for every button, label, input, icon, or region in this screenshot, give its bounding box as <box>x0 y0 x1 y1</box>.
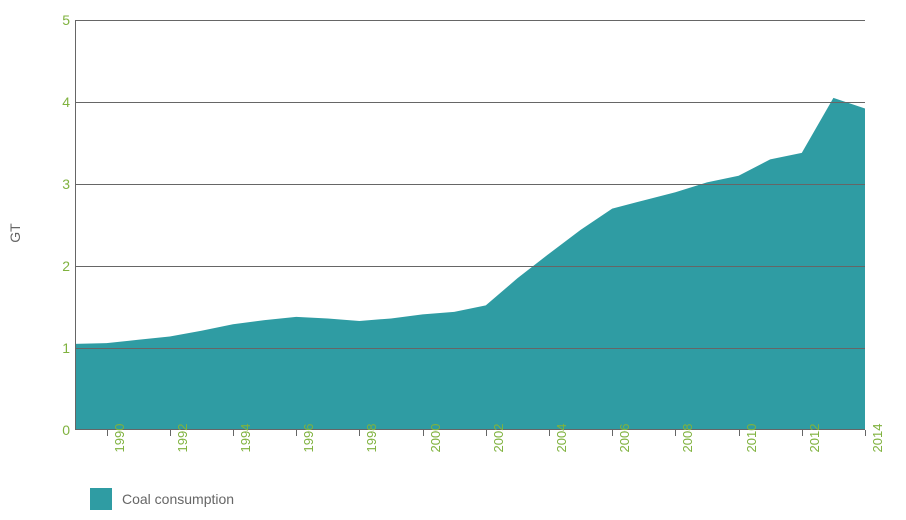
grid-line <box>75 266 865 267</box>
x-tick-mark <box>675 430 676 436</box>
x-tick-mark <box>233 430 234 436</box>
legend-swatch <box>90 488 112 510</box>
grid-line <box>75 184 865 185</box>
area-svg <box>75 20 865 430</box>
x-tick-mark <box>802 430 803 436</box>
y-tick: 3 <box>50 176 70 192</box>
x-tick-mark <box>423 430 424 436</box>
x-tick: 1994 <box>238 424 253 453</box>
x-tick: 2010 <box>744 424 759 453</box>
x-tick: 2000 <box>428 424 443 453</box>
x-tick-mark <box>170 430 171 436</box>
y-tick: 0 <box>50 422 70 438</box>
x-tick-mark <box>612 430 613 436</box>
x-tick: 2008 <box>680 424 695 453</box>
y-tick: 2 <box>50 258 70 274</box>
x-tick-mark <box>865 430 866 436</box>
x-tick-mark <box>549 430 550 436</box>
y-tick: 1 <box>50 340 70 356</box>
x-tick: 1992 <box>175 424 190 453</box>
x-tick: 2014 <box>870 424 885 453</box>
x-tick-mark <box>359 430 360 436</box>
y-tick: 5 <box>50 12 70 28</box>
legend: Coal consumption <box>90 488 234 510</box>
x-tick: 1996 <box>301 424 316 453</box>
x-tick-mark <box>486 430 487 436</box>
y-axis-label: GT <box>7 223 23 242</box>
x-tick: 2004 <box>554 424 569 453</box>
legend-label: Coal consumption <box>122 491 234 507</box>
x-tick: 1998 <box>364 424 379 453</box>
grid-line <box>75 102 865 103</box>
grid-line <box>75 348 865 349</box>
x-tick: 2002 <box>491 424 506 453</box>
x-tick: 2006 <box>617 424 632 453</box>
x-tick-mark <box>739 430 740 436</box>
grid-line <box>75 20 865 21</box>
plot-area <box>75 20 865 430</box>
x-tick-mark <box>296 430 297 436</box>
y-tick: 4 <box>50 94 70 110</box>
y-axis-line <box>75 20 76 430</box>
x-tick: 1990 <box>112 424 127 453</box>
x-tick-mark <box>107 430 108 436</box>
x-tick: 2012 <box>807 424 822 453</box>
area-chart: GT 0 1 2 3 4 5 1990 1992 1994 1996 1998 2000 2002 20… <box>0 0 906 520</box>
